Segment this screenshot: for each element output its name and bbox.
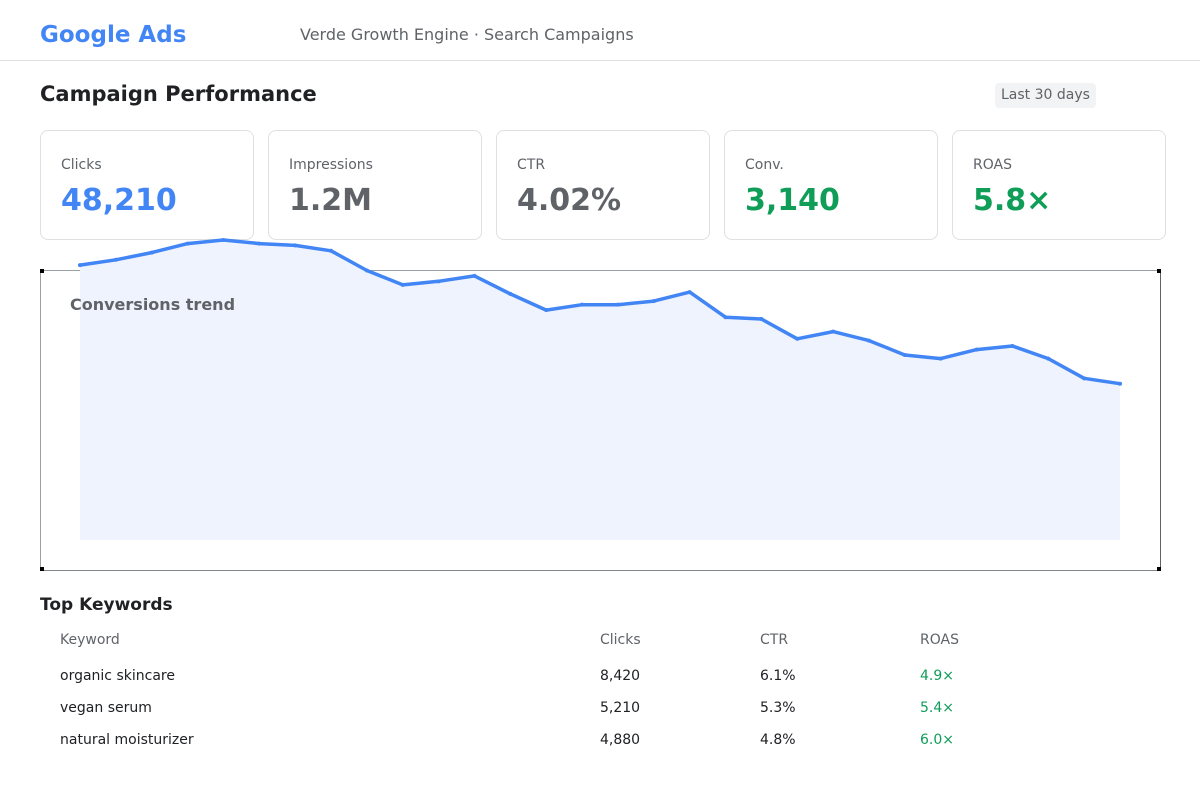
keyword-cell: organic skincare (60, 668, 175, 684)
trend-point (149, 250, 154, 255)
kpi-label: CTR (517, 157, 546, 173)
kpi-label: Impressions (289, 157, 373, 173)
panel-corner-mark (40, 269, 44, 273)
kpi-card-roas[interactable]: ROAS 5.8× (952, 130, 1166, 240)
column-header-keyword[interactable]: Keyword (60, 632, 120, 648)
keyword-cell: vegan serum (60, 700, 152, 716)
ctr-cell: 4.8% (760, 732, 796, 748)
trend-point (293, 243, 298, 248)
column-header-clicks[interactable]: Clicks (600, 632, 641, 648)
kpi-label: Clicks (61, 157, 102, 173)
top-bar: Google Ads Verde Growth Engine · Search … (0, 0, 1200, 61)
panel-corner-mark (40, 567, 44, 571)
clicks-cell: 5,210 (600, 700, 641, 716)
chart-title: Conversions trend (70, 295, 236, 314)
roas-cell: 6.0× (920, 732, 954, 748)
clicks-cell: 4,880 (600, 732, 641, 748)
ctr-cell: 6.1% (760, 668, 796, 684)
kpi-card-clicks[interactable]: Clicks 48,210 (40, 130, 254, 240)
kpi-value: 4.02% (517, 183, 622, 218)
kpi-card-impressions[interactable]: Impressions 1.2M (268, 130, 482, 240)
trend-point (257, 241, 262, 246)
kpi-value: 3,140 (745, 183, 840, 218)
clicks-cell: 8,420 (600, 668, 641, 684)
keyword-cell: natural moisturizer (60, 732, 194, 748)
kpi-label: Conv. (745, 157, 784, 173)
kpi-card-conversions[interactable]: Conv. 3,140 (724, 130, 938, 240)
kpi-value: 48,210 (61, 183, 177, 218)
kpi-card-ctr[interactable]: CTR 4.02% (496, 130, 710, 240)
roas-cell: 4.9× (920, 668, 954, 684)
panel-corner-mark (1157, 269, 1161, 273)
keywords-section-title: Top Keywords (40, 595, 173, 615)
brand-logo[interactable]: Google Ads (40, 22, 187, 48)
trend-point (329, 248, 334, 253)
kpi-value: 5.8× (973, 183, 1052, 218)
column-header-roas[interactable]: ROAS (920, 632, 959, 648)
kpi-value: 1.2M (289, 183, 372, 218)
trend-point (113, 257, 118, 262)
column-header-ctr[interactable]: CTR (760, 632, 789, 648)
conversions-chart-panel (40, 270, 1161, 571)
roas-cell: 5.4× (920, 700, 954, 716)
date-range-button[interactable]: Last 30 days (995, 83, 1096, 108)
panel-corner-mark (1157, 567, 1161, 571)
trend-point (78, 263, 82, 268)
page-title: Campaign Performance (40, 82, 317, 106)
ctr-cell: 5.3% (760, 700, 796, 716)
kpi-label: ROAS (973, 157, 1012, 173)
trend-point (185, 241, 190, 246)
account-breadcrumb[interactable]: Verde Growth Engine · Search Campaigns (300, 25, 634, 44)
